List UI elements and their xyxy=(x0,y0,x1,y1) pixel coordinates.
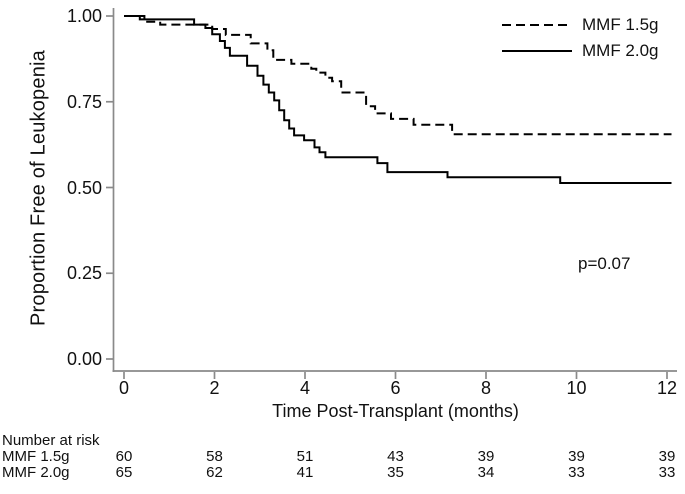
x-tick-label: 0 xyxy=(118,378,129,398)
legend-label-mmf-1-5g: MMF 1.5g xyxy=(582,15,659,34)
y-axis-title: Proportion Free of Leukopenia xyxy=(27,50,50,326)
x-tick-label: 10 xyxy=(566,378,587,398)
risk-count: 65 xyxy=(115,464,133,481)
risk-table-title: Number at risk xyxy=(2,432,100,449)
p-value-annotation: p=0.07 xyxy=(578,254,631,273)
legend-entry-mmf-2-0g: MMF 2.0g xyxy=(502,41,659,60)
risk-row-label-mmf-2-0g: MMF 2.0g xyxy=(2,464,70,481)
legend: MMF 1.5g MMF 2.0g xyxy=(502,15,659,60)
risk-count: 33 xyxy=(568,464,585,481)
risk-count: 39 xyxy=(568,448,585,465)
risk-count: 34 xyxy=(477,464,495,481)
x-tick-label: 12 xyxy=(656,378,678,398)
y-tick-label: 0.00 xyxy=(66,349,102,369)
risk-count: 33 xyxy=(658,464,676,481)
solid-line-sample-icon xyxy=(502,50,572,52)
x-tick-label: 2 xyxy=(209,378,220,398)
risk-count: 58 xyxy=(206,448,223,465)
legend-label-mmf-2-0g: MMF 2.0g xyxy=(582,41,659,60)
x-tick-label: 6 xyxy=(390,378,401,398)
dashed-line-sample-icon xyxy=(502,24,572,26)
survival-curve-mmf-2-0g xyxy=(124,15,672,184)
risk-count: 39 xyxy=(477,448,495,465)
risk-count: 60 xyxy=(115,448,133,465)
x-axis-title: Time Post-Transplant (months) xyxy=(272,401,519,421)
risk-count: 51 xyxy=(296,448,314,465)
risk-count: 43 xyxy=(387,448,404,465)
legend-entry-mmf-1-5g: MMF 1.5g xyxy=(502,15,659,34)
x-tick-label: 8 xyxy=(480,378,491,398)
y-tick-label: 0.25 xyxy=(66,263,102,284)
x-tick-label: 4 xyxy=(299,378,310,398)
survival-curve-mmf-1-5g xyxy=(124,15,672,136)
y-tick-label: 0.50 xyxy=(66,177,102,198)
y-tick-label: 1.00 xyxy=(66,6,102,26)
risk-row-label-mmf-1-5g: MMF 1.5g xyxy=(2,448,70,465)
risk-count: 41 xyxy=(296,464,314,481)
y-tick-label: 0.75 xyxy=(66,91,102,112)
risk-count: 62 xyxy=(206,464,223,481)
risk-count: 35 xyxy=(387,464,404,481)
risk-count: 39 xyxy=(658,448,676,465)
